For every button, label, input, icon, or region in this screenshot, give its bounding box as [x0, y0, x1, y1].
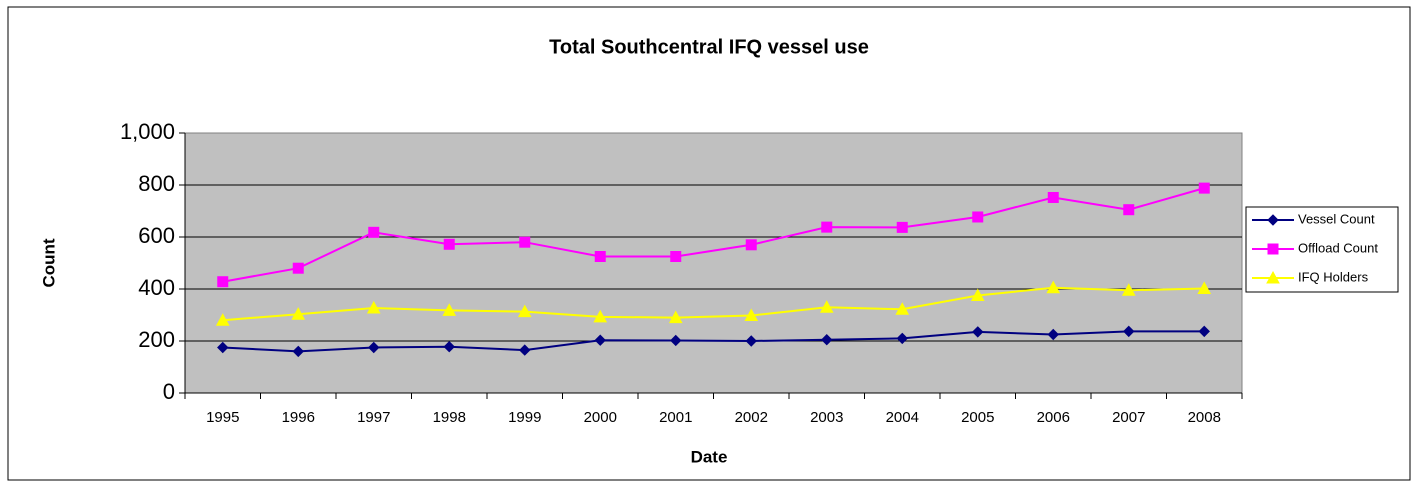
legend-label: Offload Count: [1298, 240, 1378, 255]
x-tick-label: 2001: [659, 409, 692, 426]
data-point: [594, 251, 606, 262]
data-point: [1123, 204, 1135, 216]
data-point: [895, 302, 910, 315]
x-tick-label: 2004: [886, 409, 919, 426]
data-point: [519, 344, 531, 356]
data-point: [519, 236, 531, 248]
data-point: [745, 335, 757, 347]
x-tick-label: 2007: [1112, 409, 1145, 426]
data-point: [821, 333, 833, 346]
x-tick-label: 1996: [282, 409, 315, 426]
data-point: [745, 239, 757, 251]
legend-label: IFQ Holders: [1298, 269, 1369, 284]
data-point: [1121, 283, 1136, 296]
data-point: [668, 310, 683, 324]
y-tick-label: 1,000: [120, 119, 175, 144]
data-point: [443, 341, 455, 353]
data-point: [670, 334, 682, 347]
data-point: [972, 211, 984, 223]
y-axis-label: Count: [39, 238, 58, 287]
x-tick-label: 2000: [584, 409, 617, 426]
y-tick-label: 200: [138, 327, 175, 352]
data-point: [896, 221, 908, 233]
x-tick-label: 1999: [508, 409, 541, 426]
data-point: [368, 226, 380, 238]
data-point: [291, 307, 306, 320]
y-tick-label: 400: [138, 275, 175, 300]
chart-title: Total Southcentral IFQ vessel use: [549, 36, 869, 58]
data-point: [896, 332, 908, 345]
data-point: [1047, 191, 1059, 203]
data-point: [368, 341, 380, 354]
data-point: [1198, 325, 1210, 338]
data-point: [217, 276, 229, 288]
x-tick-label: 1997: [357, 409, 390, 426]
x-axis-label: Date: [691, 447, 728, 466]
data-point: [1123, 325, 1135, 338]
data-point: [972, 326, 984, 338]
x-tick-label: 2006: [1037, 409, 1070, 426]
data-point: [593, 309, 608, 323]
data-point: [442, 303, 457, 316]
data-point: [670, 251, 682, 262]
data-point: [819, 300, 834, 313]
data-point: [292, 345, 304, 358]
legend-marker: [1267, 214, 1279, 226]
data-point: [1198, 182, 1210, 194]
series-line: [222, 286, 1205, 322]
x-tick-label: 2005: [961, 409, 994, 426]
x-tick-label: 2002: [735, 409, 768, 426]
series-line: [222, 330, 1205, 353]
data-point: [1197, 281, 1212, 294]
data-point: [1046, 280, 1061, 294]
plot-area: [184, 132, 1243, 394]
x-tick-label: 1998: [433, 409, 466, 426]
data-point: [217, 341, 229, 354]
data-point: [517, 304, 532, 318]
data-point: [1047, 328, 1059, 341]
data-point: [443, 238, 455, 250]
y-tick-label: 600: [138, 223, 175, 248]
data-point: [292, 262, 304, 274]
x-tick-label: 1995: [206, 409, 239, 426]
y-tick-label: 0: [163, 379, 175, 404]
legend-label: Vessel Count: [1298, 211, 1375, 226]
data-point: [366, 300, 381, 314]
legend-marker: [1266, 270, 1280, 284]
data-point: [594, 334, 606, 346]
series-line: [222, 187, 1205, 283]
data-point: [215, 313, 230, 326]
legend-marker: [1267, 243, 1279, 255]
x-tick-label: 2003: [810, 409, 843, 426]
data-point: [744, 308, 759, 322]
data-point: [821, 221, 833, 233]
x-tick-label: 2008: [1188, 409, 1221, 426]
data-point: [970, 288, 985, 301]
y-tick-label: 800: [138, 171, 175, 196]
